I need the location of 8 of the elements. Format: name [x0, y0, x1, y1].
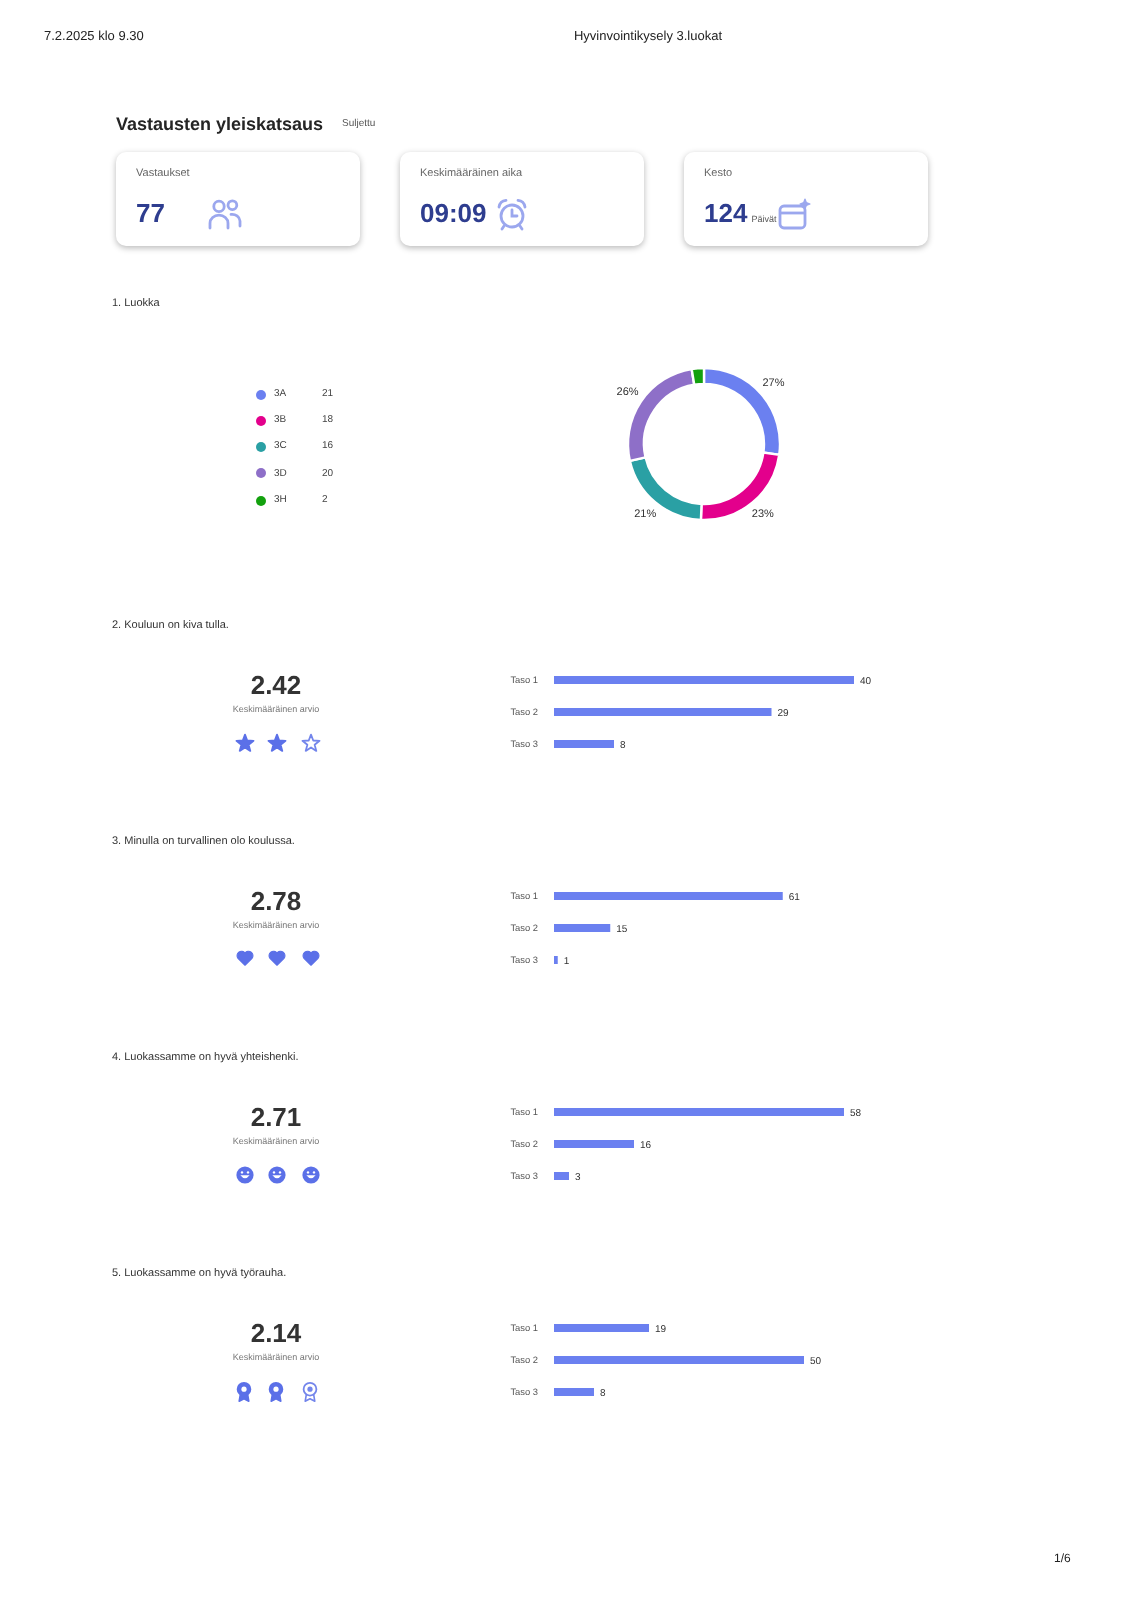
text: 2.78 — [250, 886, 302, 918]
text: 2.71 — [250, 1102, 302, 1134]
text: 2.42 — [250, 670, 302, 702]
text: 77 — [136, 198, 165, 228]
text: 2.14 — [250, 1318, 302, 1350]
text: 124 — [704, 198, 748, 228]
text: Vastausten yleiskatsaus — [116, 113, 324, 135]
text: 09:09 — [420, 198, 487, 228]
